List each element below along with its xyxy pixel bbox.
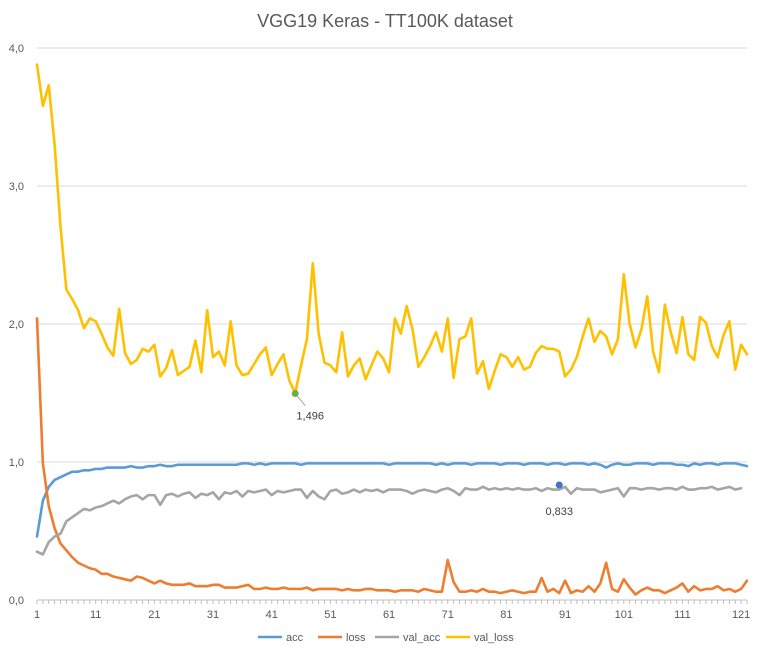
- legend-item-val-loss: val_loss: [446, 632, 514, 644]
- y-tick-label: 4,0: [9, 43, 24, 55]
- x-tick-label: 111: [674, 609, 691, 621]
- x-tick-label: 71: [442, 609, 454, 621]
- x-tick-label: 61: [383, 609, 395, 621]
- y-tick-label: 0,0: [9, 595, 24, 607]
- legend-label: acc: [286, 632, 304, 644]
- legend-label: val_acc: [403, 632, 441, 644]
- x-tick-label: 121: [732, 609, 750, 621]
- series-group: [35, 63, 749, 596]
- x-tick-label: 21: [148, 609, 160, 621]
- x-tick-label: 11: [90, 609, 101, 621]
- x-tick-label: 31: [207, 609, 219, 621]
- x-tick-label: 1: [34, 609, 40, 621]
- legend: acc loss val_acc val_loss: [258, 632, 514, 644]
- series-line-loss: [35, 317, 749, 596]
- annotations: 1,496 0,833: [291, 390, 573, 518]
- x-tick-label: 51: [324, 609, 336, 621]
- y-tick-label: 2,0: [9, 319, 24, 331]
- axes: 0,01,02,03,04,01 11 21 31 41 51 61 71 81 91 101 111…: [9, 43, 751, 621]
- series-line-val-acc: [35, 485, 743, 556]
- x-tick-label: 101: [615, 609, 633, 621]
- series-line-acc: [35, 462, 749, 538]
- legend-item-acc: acc: [258, 632, 304, 644]
- legend-item-loss: loss: [318, 632, 366, 644]
- legend-label: val_loss: [474, 632, 514, 644]
- annotation-label: 0,833: [545, 506, 573, 518]
- y-tick-label: 1,0: [9, 457, 24, 469]
- x-tick-label: 91: [559, 609, 571, 621]
- y-tick-label: 3,0: [9, 181, 24, 193]
- annotation-marker: [555, 481, 563, 489]
- chart-title: VGG19 Keras - TT100K dataset: [257, 11, 513, 31]
- x-tick-label: 81: [500, 609, 512, 621]
- x-tick-label: 41: [266, 609, 278, 621]
- legend-label: loss: [346, 632, 366, 644]
- annotation-label: 1,496: [296, 411, 324, 423]
- series-line-val-loss: [35, 63, 749, 395]
- grid: [37, 47, 747, 463]
- annotation-marker: [291, 390, 299, 398]
- legend-item-val-acc: val_acc: [375, 632, 441, 644]
